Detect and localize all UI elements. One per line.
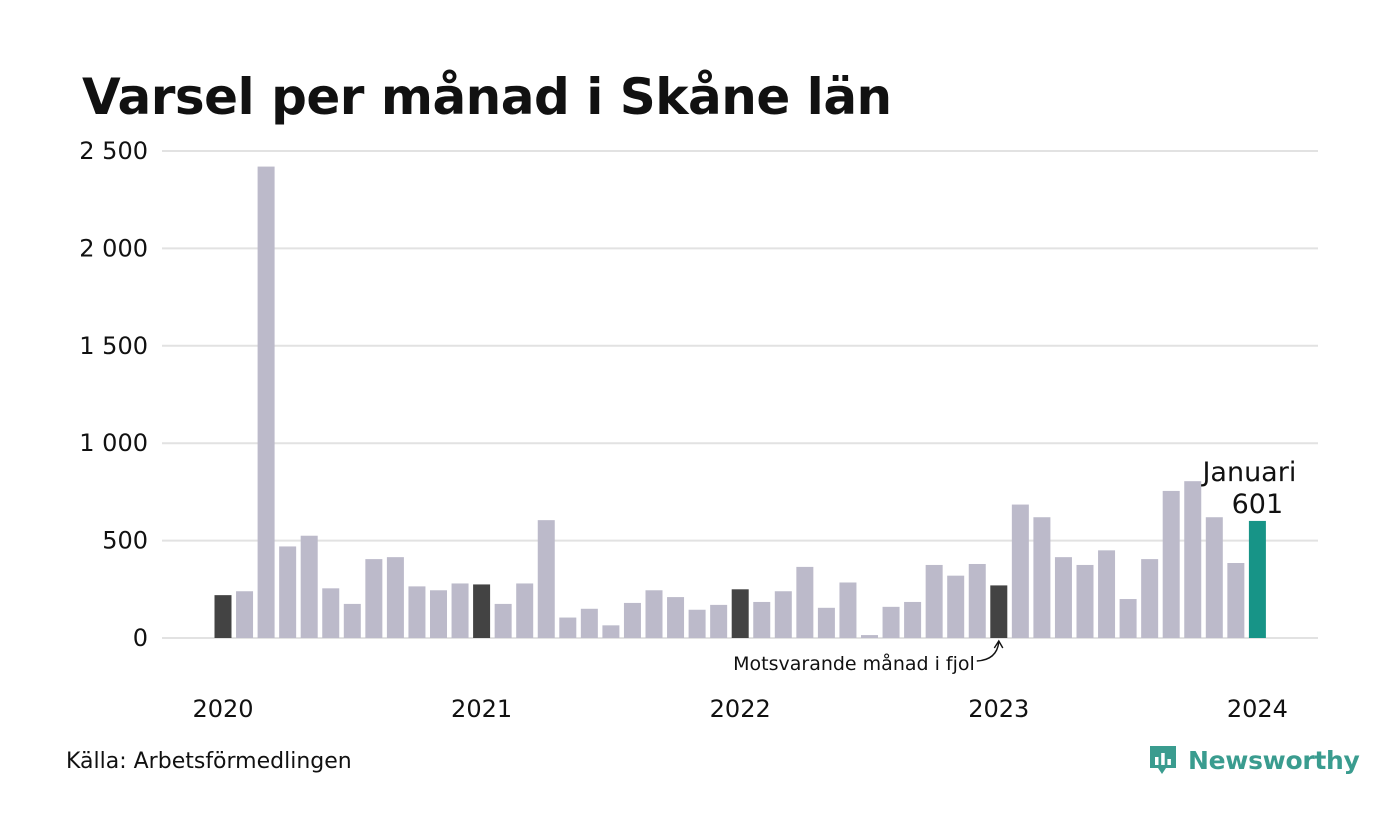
bar xyxy=(968,563,986,638)
bar xyxy=(559,617,577,638)
bar xyxy=(408,586,426,638)
x-axis-tick-labels: 2020 2021 2022 2023 2024 xyxy=(192,695,1287,723)
bar-same-month xyxy=(214,595,232,638)
bar-same-month xyxy=(990,585,1008,638)
highlight-value-label: 601 xyxy=(1232,489,1284,520)
bars xyxy=(214,166,1266,639)
bar xyxy=(1076,564,1094,638)
bar xyxy=(236,591,254,638)
bar xyxy=(365,559,383,638)
bar-same-month xyxy=(731,589,749,638)
bar xyxy=(300,535,318,638)
bar xyxy=(386,557,404,638)
bar xyxy=(688,609,706,638)
annotation-arrow xyxy=(976,641,1000,662)
bar xyxy=(1227,563,1245,638)
bar xyxy=(1141,559,1159,638)
bar xyxy=(904,601,922,638)
bar xyxy=(322,588,340,638)
newsworthy-logo-icon xyxy=(1150,746,1176,774)
bar xyxy=(861,635,878,638)
bar xyxy=(451,583,469,638)
y-tick-label: 1 500 xyxy=(79,332,148,360)
brand-logo: Newsworthy xyxy=(1148,742,1360,778)
bar xyxy=(667,597,685,638)
bar xyxy=(279,546,297,638)
bar xyxy=(774,591,792,638)
bar xyxy=(1033,517,1051,638)
chart-title: Varsel per månad i Skåne län xyxy=(82,68,892,126)
y-tick-label: 1 000 xyxy=(79,429,148,457)
bar xyxy=(710,604,728,638)
bar-same-month xyxy=(473,584,491,638)
bar xyxy=(753,601,771,638)
bar xyxy=(516,583,534,638)
bar xyxy=(430,590,447,638)
bar xyxy=(537,520,555,638)
bar xyxy=(623,602,641,638)
bar xyxy=(602,625,620,638)
x-tick-label: 2023 xyxy=(968,695,1029,723)
bar xyxy=(882,606,900,638)
bar xyxy=(1205,517,1223,638)
y-tick-label: 2 500 xyxy=(79,137,148,165)
bar xyxy=(1119,599,1137,638)
bar xyxy=(796,566,814,638)
y-tick-label: 0 xyxy=(133,624,148,652)
highlight-month-label: Januari xyxy=(1200,457,1296,488)
annotation-arrowhead xyxy=(993,639,1004,649)
brand-name: Newsworthy xyxy=(1188,745,1360,775)
bar xyxy=(817,607,835,638)
y-tick-label: 500 xyxy=(102,527,148,555)
bar xyxy=(1011,504,1029,638)
bar xyxy=(1162,490,1180,638)
x-tick-label: 2021 xyxy=(451,695,512,723)
source-label: Källa: Arbetsförmedlingen xyxy=(66,749,352,774)
y-axis-tick-labels: 0 500 1 000 1 500 2 000 2 500 xyxy=(79,137,148,652)
bar-highlight xyxy=(1248,520,1266,638)
y-tick-label: 2 000 xyxy=(79,234,148,262)
bar xyxy=(925,564,943,638)
bar xyxy=(343,603,361,638)
bar xyxy=(257,166,275,639)
x-tick-label: 2022 xyxy=(710,695,771,723)
bar xyxy=(1054,557,1072,638)
same-month-label: Motsvarande månad i fjol xyxy=(733,652,975,675)
x-tick-label: 2020 xyxy=(192,695,253,723)
bar xyxy=(839,582,857,638)
bar xyxy=(580,608,598,638)
bar xyxy=(645,590,663,638)
bar xyxy=(494,603,512,638)
bar xyxy=(1098,550,1116,638)
x-tick-label: 2024 xyxy=(1227,695,1288,723)
bar xyxy=(947,575,965,638)
bar xyxy=(1184,481,1202,638)
